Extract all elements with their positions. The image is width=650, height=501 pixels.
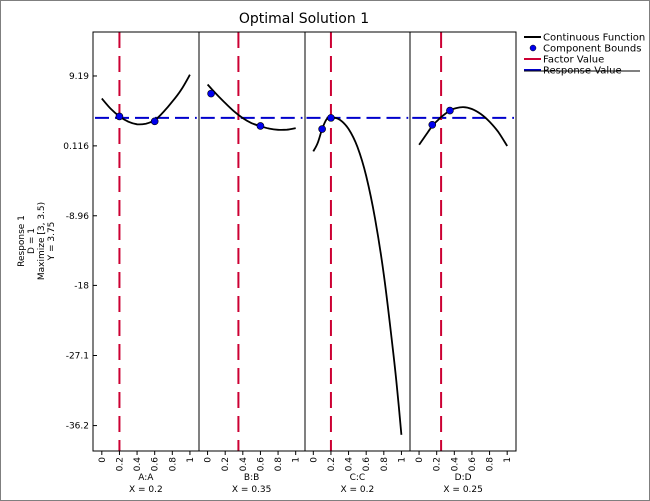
continuous-function-curve bbox=[206, 83, 296, 131]
x-tick-label: 0.8 bbox=[486, 457, 496, 472]
y-axis-label-line: Maximize [3, 3.5) bbox=[37, 202, 47, 280]
panel-factor-value: X = 0.25 bbox=[443, 485, 482, 495]
x-tick-label: 0 bbox=[204, 457, 214, 463]
x-tick-label: 0.2 bbox=[221, 457, 231, 471]
panel-factor-name: D:D bbox=[455, 473, 472, 483]
panel-factor-value: X = 0.2 bbox=[341, 485, 375, 495]
x-tick-label: 0.4 bbox=[450, 457, 460, 472]
plot-area-border bbox=[92, 31, 517, 452]
panel-aa: 0 0.2 0.4 0.6 0.8 1 A:A X = 0.2 bbox=[95, 32, 197, 495]
component-bound-point bbox=[446, 106, 454, 115]
panel-factor-value: X = 0.2 bbox=[129, 485, 163, 495]
x-tick-label: 0.8 bbox=[380, 457, 390, 472]
legend-label: Component Bounds bbox=[543, 44, 641, 55]
x-tick-label: 0.6 bbox=[468, 457, 478, 472]
factor-panels: 0 0.2 0.4 0.6 0.8 1 A:A X = 0.2 0 0.2 0.4 0.6 0.8 1 B:… bbox=[95, 32, 514, 495]
panel-bb: 0 0.2 0.4 0.6 0.8 1 B:B X = 0.35 bbox=[198, 32, 303, 495]
panel-factor-value: X = 0.35 bbox=[232, 485, 271, 495]
x-tick-label: 1 bbox=[292, 457, 302, 463]
y-tick-label: -8.96 bbox=[66, 212, 90, 222]
x-tick-label: 0.6 bbox=[362, 457, 372, 472]
legend-label: Continuous Function bbox=[543, 33, 645, 44]
y-tick-label: 0.116 bbox=[63, 142, 89, 152]
panel-cc: 0 0.2 0.4 0.6 0.8 1 C:C X = 0.2 bbox=[304, 32, 409, 495]
x-tick-label: 1 bbox=[503, 457, 513, 463]
y-axis-label-line: Y = 3.75 bbox=[47, 222, 57, 262]
x-tick-label: 1 bbox=[397, 457, 407, 463]
panel-factor-name: C:C bbox=[350, 473, 366, 483]
component-bound-point bbox=[150, 117, 159, 126]
component-bound-point bbox=[115, 112, 124, 121]
x-tick-label: 0.2 bbox=[327, 457, 337, 471]
y-axis-ticks: 9.19 0.116 -8.96 -18 -27.1 -36.2 bbox=[63, 72, 97, 432]
legend-marker-bounds bbox=[529, 44, 537, 52]
component-bound-point bbox=[207, 89, 215, 98]
y-tick-label: 9.19 bbox=[69, 72, 89, 82]
x-tick-label: 0.8 bbox=[274, 457, 284, 472]
y-tick-label: -27.1 bbox=[66, 351, 89, 361]
x-tick-label: 0.2 bbox=[433, 457, 443, 471]
y-axis-label-line: Response 1 bbox=[17, 215, 27, 267]
x-tick-label: 0 bbox=[415, 457, 425, 463]
x-tick-label: 0.6 bbox=[256, 457, 266, 472]
panel-factor-name: B:B bbox=[244, 473, 259, 483]
y-axis-label-line: D = 1 bbox=[27, 228, 37, 254]
x-tick-label: 0.4 bbox=[345, 457, 355, 472]
y-tick-label: -36.2 bbox=[66, 422, 89, 432]
panel-dd: 0 0.2 0.4 0.6 0.8 1 D:D X = 0.25 bbox=[409, 32, 514, 495]
x-tick-label: 0.2 bbox=[115, 457, 125, 471]
x-tick-label: 0.4 bbox=[133, 457, 143, 472]
y-tick-label: -18 bbox=[74, 281, 89, 291]
x-tick-label: 0.8 bbox=[168, 457, 178, 472]
panel-factor-name: A:A bbox=[138, 473, 154, 483]
x-tick-label: 0 bbox=[98, 457, 108, 463]
component-bound-point bbox=[256, 122, 265, 130]
x-tick-label: 1 bbox=[186, 457, 196, 463]
continuous-function-curve bbox=[312, 116, 403, 435]
component-bound-point bbox=[327, 114, 335, 122]
legend-label: Factor Value bbox=[543, 55, 604, 66]
component-bound-point bbox=[428, 121, 437, 129]
component-bound-point bbox=[318, 125, 326, 133]
x-tick-label: 0.6 bbox=[151, 457, 161, 472]
x-tick-label: 0.4 bbox=[239, 457, 249, 472]
chart-title: Optimal Solution 1 bbox=[239, 11, 369, 27]
x-tick-label: 0 bbox=[309, 457, 319, 463]
